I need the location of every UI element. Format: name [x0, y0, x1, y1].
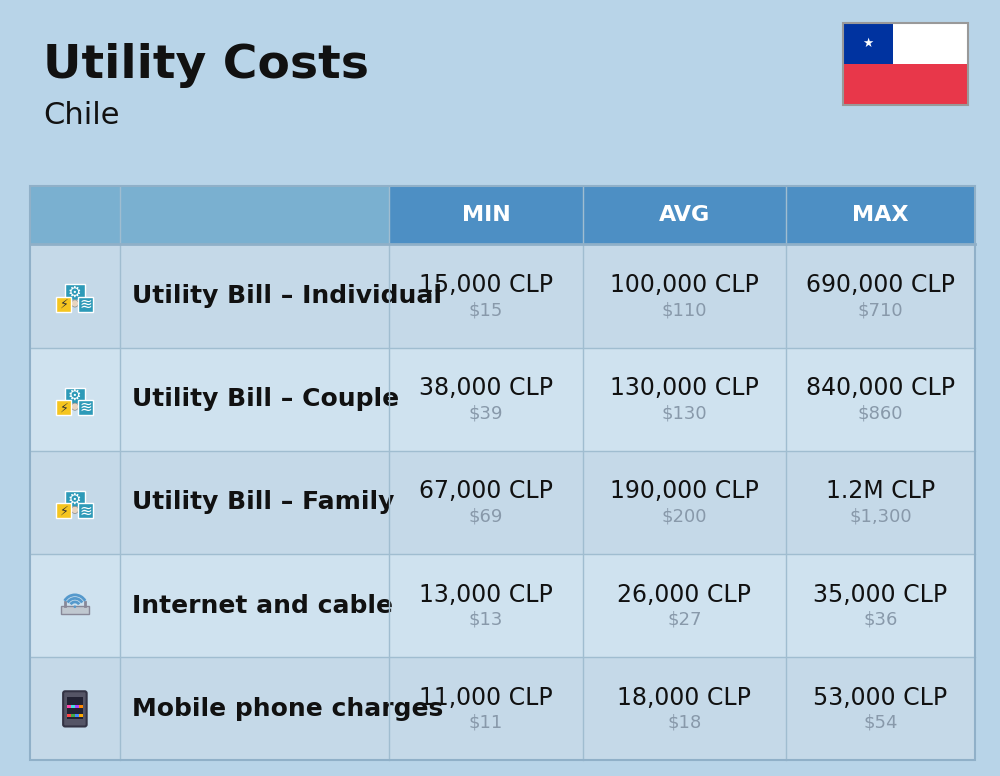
Text: 18,000 CLP: 18,000 CLP	[617, 686, 751, 710]
Bar	[75, 714, 79, 717]
Text: AVG: AVG	[659, 206, 710, 225]
Bar	[79, 705, 83, 708]
Text: $54: $54	[863, 714, 898, 732]
Text: Mobile phone charges: Mobile phone charges	[132, 697, 443, 721]
FancyBboxPatch shape	[63, 691, 87, 726]
Bar	[583, 186, 786, 244]
Bar	[30, 244, 975, 348]
Circle shape	[71, 300, 78, 307]
Bar	[75, 705, 79, 708]
Bar	[56, 504, 71, 518]
Text: 53,000 CLP: 53,000 CLP	[813, 686, 948, 710]
Text: ⚡: ⚡	[60, 401, 68, 414]
Text: 26,000 CLP: 26,000 CLP	[617, 583, 751, 607]
Text: 130,000 CLP: 130,000 CLP	[610, 376, 759, 400]
Text: $15: $15	[469, 301, 503, 319]
Text: $69: $69	[469, 508, 503, 525]
Text: Utility Bill – Individual: Utility Bill – Individual	[132, 284, 442, 308]
Text: Utility Bill – Couple: Utility Bill – Couple	[132, 387, 399, 411]
Bar	[843, 23, 893, 64]
Bar	[71, 705, 75, 708]
Bar	[78, 297, 93, 312]
Text: ≋: ≋	[79, 400, 92, 415]
Text: $18: $18	[667, 714, 702, 732]
Bar	[65, 285, 85, 300]
Text: 840,000 CLP: 840,000 CLP	[806, 376, 955, 400]
Bar	[61, 606, 89, 614]
Text: $200: $200	[662, 508, 707, 525]
Text: $11: $11	[469, 714, 503, 732]
Text: ⚙: ⚙	[68, 491, 82, 507]
Text: ⚡: ⚡	[60, 298, 68, 311]
Bar	[843, 23, 968, 64]
Text: 67,000 CLP: 67,000 CLP	[419, 480, 553, 504]
Bar	[71, 714, 75, 717]
Bar	[843, 23, 968, 105]
Text: MIN: MIN	[462, 206, 510, 225]
Text: 690,000 CLP: 690,000 CLP	[806, 273, 955, 297]
Text: $39: $39	[469, 404, 503, 422]
Bar	[67, 714, 71, 717]
Text: Utility Bill – Family: Utility Bill – Family	[132, 490, 394, 514]
Text: 35,000 CLP: 35,000 CLP	[813, 583, 948, 607]
Text: ≋: ≋	[79, 504, 92, 518]
Text: 13,000 CLP: 13,000 CLP	[419, 583, 553, 607]
Bar	[65, 491, 85, 507]
Text: Utility Costs: Utility Costs	[43, 43, 369, 88]
Text: MAX: MAX	[852, 206, 909, 225]
Text: 11,000 CLP: 11,000 CLP	[419, 686, 553, 710]
Bar	[389, 186, 583, 244]
Text: $710: $710	[858, 301, 903, 319]
Text: $13: $13	[469, 611, 503, 629]
Text: $110: $110	[662, 301, 707, 319]
Bar	[67, 705, 71, 708]
Text: 38,000 CLP: 38,000 CLP	[419, 376, 553, 400]
Text: $36: $36	[863, 611, 898, 629]
Text: ★: ★	[862, 37, 874, 50]
Bar	[30, 186, 975, 760]
Bar	[120, 186, 389, 244]
Bar	[786, 186, 975, 244]
Bar	[67, 697, 83, 719]
Bar	[843, 64, 968, 105]
Bar	[30, 186, 120, 244]
Text: ⚙: ⚙	[68, 388, 82, 404]
Bar	[65, 388, 85, 404]
Text: 1.2M CLP: 1.2M CLP	[826, 480, 935, 504]
Bar	[56, 400, 71, 415]
Circle shape	[71, 506, 78, 514]
Bar	[30, 554, 975, 657]
Text: Chile: Chile	[43, 101, 120, 130]
Text: $27: $27	[667, 611, 702, 629]
Text: ≋: ≋	[79, 297, 92, 312]
Bar	[30, 348, 975, 451]
Circle shape	[71, 403, 78, 411]
Bar	[79, 714, 83, 717]
Text: 100,000 CLP: 100,000 CLP	[610, 273, 759, 297]
Bar	[56, 297, 71, 312]
Text: ⚡: ⚡	[60, 504, 68, 518]
Text: ⚙: ⚙	[68, 285, 82, 300]
Bar	[78, 400, 93, 415]
Bar	[30, 451, 975, 554]
Text: $130: $130	[662, 404, 707, 422]
Text: 15,000 CLP: 15,000 CLP	[419, 273, 553, 297]
Text: $1,300: $1,300	[849, 508, 912, 525]
Circle shape	[74, 605, 76, 608]
Bar	[30, 657, 975, 760]
Bar	[78, 504, 93, 518]
Text: 190,000 CLP: 190,000 CLP	[610, 480, 759, 504]
Text: Internet and cable: Internet and cable	[132, 594, 393, 618]
Text: $860: $860	[858, 404, 903, 422]
